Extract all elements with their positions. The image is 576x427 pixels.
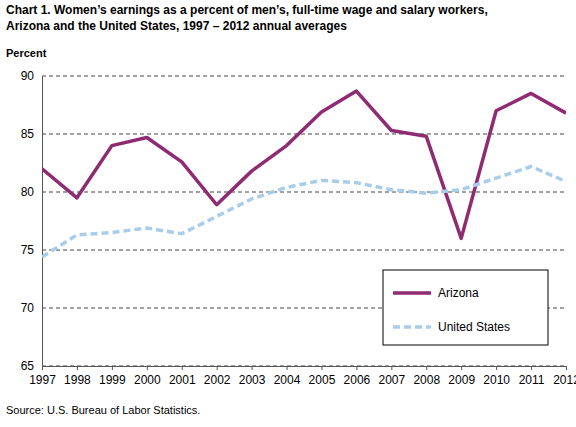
legend-box [383,270,548,345]
y-tick: 85 [21,127,42,141]
x-tick-mark [77,366,78,370]
source: Source: U.S. Bureau of Labor Statistics. [6,404,200,416]
title: Arizona and the United States, 1997 – 20… [6,19,347,33]
x-tick: 2011 [519,366,545,387]
x-tick-label: 2010 [483,373,510,387]
y-axis-line [42,77,43,367]
x-tick: 2003 [239,366,266,387]
plot: 65 70 75 80 85 90 1997 1998 1999 2000 2001 2002 2003… [21,69,576,386]
grid-line [42,192,566,193]
x-tick-mark [217,366,218,370]
x-axis-line [43,367,567,371]
y-tick-label: 65 [21,359,35,373]
x-tick-label: 2008 [413,373,440,387]
series-line [42,166,566,256]
x-tick: 1999 [99,366,126,387]
y-tick: 65 [21,359,42,373]
x-tick-label: 2012 [553,373,576,387]
x-tick: 2008 [413,366,440,387]
x-tick: 2004 [274,366,301,387]
x-tick-mark [287,366,288,370]
x-tick-mark [321,366,322,370]
y-tick-label: 90 [21,69,35,83]
grid-line [42,76,566,77]
x-tick-label: 2006 [344,373,371,387]
x-tick-label: 1998 [64,373,91,387]
x-tick-mark [461,366,462,370]
x-tick: 2002 [204,366,231,387]
legend-label: United States [438,320,510,334]
series-lines [42,91,566,257]
x-tick-mark [566,366,567,370]
grid [42,76,566,366]
x-tick: 1998 [64,366,91,387]
y-tick: 75 [21,243,42,257]
x-tick-mark [531,366,532,370]
x-tick-label: 1999 [99,373,126,387]
x-tick-mark [42,366,43,370]
legend-label: Arizona [438,286,479,300]
x-tick: 1997 [29,366,56,387]
x-tick: 2007 [378,366,405,387]
x-tick-mark [496,366,497,370]
x-tick-label: 2011 [519,373,545,387]
x-tick: 2012 [553,366,576,387]
x-tick: 2006 [344,366,371,387]
y-tick-label: 80 [21,185,35,199]
legend: Arizona United States [383,270,548,345]
x-tick: 2005 [309,366,336,387]
legend-swatch [393,291,431,295]
x-tick: 2010 [483,366,510,387]
x-tick-mark [356,366,357,370]
grid-line [42,134,566,135]
x-tick: 2000 [134,366,161,387]
x-tick-label: 2007 [378,373,405,387]
x-tick-label: 1997 [29,373,56,387]
y-tick-label: 85 [21,127,35,141]
y-tick: 90 [21,69,42,83]
y-tick: 70 [21,301,42,315]
x-tick-mark [426,366,427,370]
legend-swatch [393,325,431,329]
x-tick-mark [252,366,253,370]
y-tick-label: 75 [21,243,35,257]
y-tick: 80 [21,185,42,199]
x-tick-mark [391,366,392,370]
title: Chart 1. Women’s earnings as a percent o… [6,3,488,17]
x-tick-mark [112,366,113,370]
x-tick-label: 2005 [309,373,336,387]
x-tick-label: 2004 [274,373,301,387]
x-tick: 2001 [169,366,196,387]
x-tick-label: 2001 [169,373,196,387]
x-tick-label: 2009 [448,373,475,387]
y-tick-label: 70 [21,301,35,315]
y-axis: 65 70 75 80 85 90 [21,69,43,373]
x-tick: 2009 [448,366,475,387]
grid-line [42,250,566,251]
x-axis: 1997 1998 1999 2000 2001 2002 2003 2004 2005 2006… [29,366,576,387]
chart: Chart 1. Women’s earnings as a percent o… [0,0,576,427]
series-line [42,91,566,238]
x-tick-label: 2003 [239,373,266,387]
x-tick-label: 2000 [134,373,161,387]
x-tick-label: 2002 [204,373,231,387]
x-tick-mark [182,366,183,370]
y-axis-title: Percent [6,47,47,59]
x-tick-mark [147,366,148,370]
